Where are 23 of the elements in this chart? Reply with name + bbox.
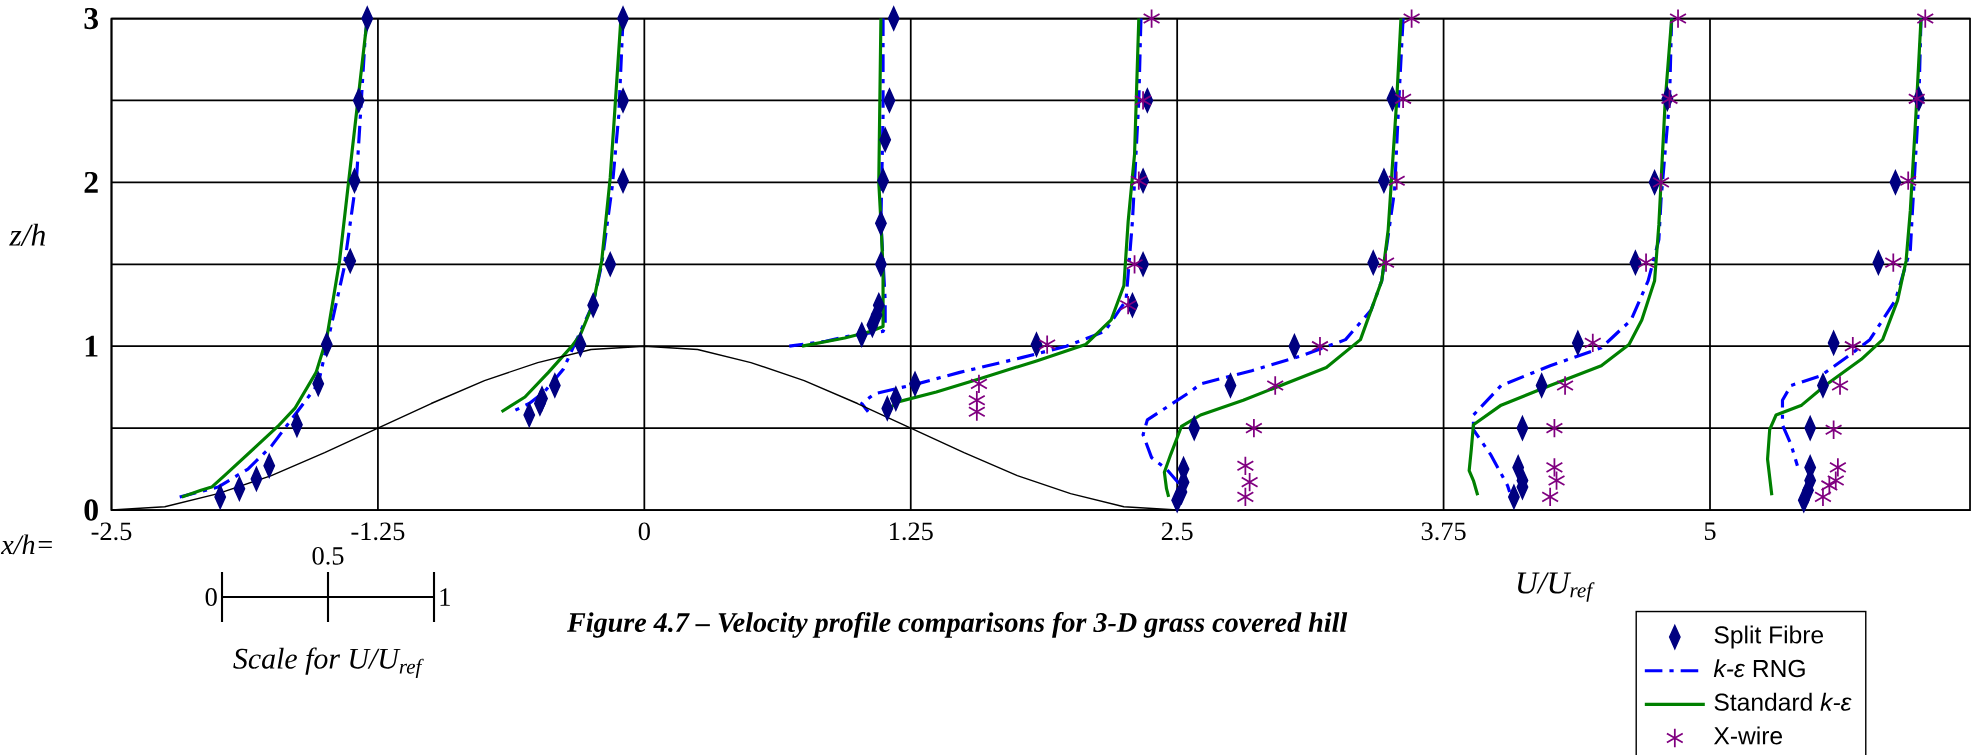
legend-label: Split Fibre	[1714, 625, 1824, 649]
x-tick-label: 5	[1704, 522, 1716, 540]
x-tick-label: -1.25	[351, 522, 405, 541]
x-tick-label: 1.25	[890, 522, 933, 541]
text: 1	[440, 588, 450, 606]
text: U/U$_{ref}$	[1517, 572, 1595, 602]
x-tick-label: 0	[638, 522, 650, 541]
y-tick-label: 0	[84, 499, 98, 521]
x-axis-title: x/h=	[0, 534, 52, 555]
text: Figure 4.7 – Velocity profile comparisons for 3-D grass covered hill	[567, 611, 1348, 638]
legend-label: Standard k-ε	[1714, 692, 1852, 711]
legend-label: k-ε RNG	[1713, 659, 1805, 678]
y-tick-label: 3	[84, 7, 98, 30]
legend-label: X-wire	[1713, 726, 1783, 745]
x-tick-label: 3.75	[1421, 522, 1466, 541]
y-tick-label: 1	[85, 335, 98, 357]
text: 0	[205, 588, 217, 606]
x-tick-label: -2.5	[91, 522, 132, 541]
y-tick-label: 2	[84, 171, 98, 193]
text: 0.5	[312, 546, 344, 565]
text: Scale for U/U$_{ref}$	[233, 647, 424, 678]
y-axis-title: z/h	[9, 223, 46, 246]
x-tick-label: 2.5	[1161, 522, 1193, 541]
